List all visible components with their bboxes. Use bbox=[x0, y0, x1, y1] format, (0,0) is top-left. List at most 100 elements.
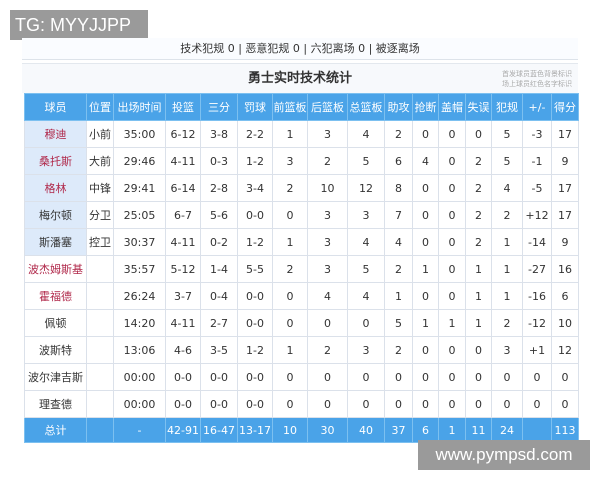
stat-cell: 0 bbox=[465, 363, 492, 391]
player-row: 格林 中锋 29:41 6-14 2-8 3-4 2 10 12 8 0 0 2 4 -5 17 bbox=[24, 174, 579, 202]
stat-cell: 4-6 bbox=[165, 336, 201, 364]
total-cell: 6 bbox=[412, 417, 439, 443]
column-header[interactable]: 总篮板 bbox=[347, 93, 385, 121]
stat-cell: 6 bbox=[384, 147, 413, 175]
column-header[interactable]: 位置 bbox=[86, 93, 114, 121]
stat-cell: 0 bbox=[438, 336, 466, 364]
column-header[interactable]: 罚球 bbox=[237, 93, 273, 121]
stat-cell: 5 bbox=[491, 120, 523, 148]
player-name[interactable]: 穆迪 bbox=[24, 120, 87, 148]
stat-cell: 00:00 bbox=[113, 363, 166, 391]
stat-cell: 0 bbox=[412, 201, 439, 229]
stat-cell: 0-0 bbox=[237, 282, 273, 310]
stat-cell bbox=[86, 363, 114, 391]
stat-cell: 0 bbox=[272, 390, 308, 418]
player-row: 波斯特 13:06 4-6 3-5 1-2 1 2 3 2 0 0 0 3 +1 12 bbox=[24, 336, 579, 364]
stat-cell: 4 bbox=[491, 174, 523, 202]
stat-cell: 0 bbox=[438, 363, 466, 391]
stat-cell: 3 bbox=[307, 201, 348, 229]
player-row: 桑托斯 大前 29:46 4-11 0-3 1-2 3 2 5 6 4 0 2 5 -1 9 bbox=[24, 147, 579, 175]
stat-cell: 0 bbox=[438, 282, 466, 310]
player-name[interactable]: 格林 bbox=[24, 174, 87, 202]
stat-cell: 0 bbox=[384, 363, 413, 391]
player-name[interactable]: 佩顿 bbox=[24, 309, 87, 337]
stat-cell: 0 bbox=[412, 120, 439, 148]
player-name[interactable]: 波尔津吉斯 bbox=[24, 363, 87, 391]
column-header[interactable]: 后篮板 bbox=[307, 93, 348, 121]
stat-cell: 10 bbox=[551, 309, 579, 337]
stat-cell: 大前 bbox=[86, 147, 114, 175]
stat-cell: 4 bbox=[347, 120, 385, 148]
column-header[interactable]: 抢断 bbox=[412, 93, 439, 121]
total-cell: 1 bbox=[438, 417, 466, 443]
legend-note: 首发球员蓝色背景标识 场上球员红色名字标识 bbox=[502, 69, 572, 89]
stat-cell: 25:05 bbox=[113, 201, 166, 229]
stat-cell: 7 bbox=[384, 201, 413, 229]
stat-cell: 5-12 bbox=[165, 255, 201, 283]
stat-cell: 17 bbox=[551, 201, 579, 229]
stat-cell: 0 bbox=[438, 228, 466, 256]
note-on-court: 场上球员红色名字标识 bbox=[502, 80, 572, 88]
stat-cell bbox=[86, 255, 114, 283]
stat-cell: 17 bbox=[551, 174, 579, 202]
stat-cell: 0 bbox=[465, 390, 492, 418]
column-header[interactable]: +/- bbox=[522, 93, 552, 121]
stat-cell: 0-2 bbox=[200, 228, 238, 256]
stat-cell: 6-12 bbox=[165, 120, 201, 148]
total-cell: 10 bbox=[272, 417, 308, 443]
column-header[interactable]: 得分 bbox=[551, 93, 579, 121]
stat-cell: 3 bbox=[272, 147, 308, 175]
stat-cell: 2 bbox=[272, 255, 308, 283]
stats-table: 球员 位置 出场时间 投篮 三分 罚球 前篮板 后篮板 总篮板 助攻 抢断 盖帽 失误 犯规 +/- 得分 穆… bbox=[24, 93, 579, 443]
player-name[interactable]: 斯潘塞 bbox=[24, 228, 87, 256]
stat-cell: 0-0 bbox=[237, 309, 273, 337]
stat-cell: 0 bbox=[438, 201, 466, 229]
stat-cell: 0 bbox=[438, 147, 466, 175]
stat-cell: 0 bbox=[307, 390, 348, 418]
player-name[interactable]: 梅尔顿 bbox=[24, 201, 87, 229]
column-header[interactable]: 投篮 bbox=[165, 93, 201, 121]
stat-cell bbox=[86, 390, 114, 418]
stat-cell: -12 bbox=[522, 309, 552, 337]
stat-cell: 35:57 bbox=[113, 255, 166, 283]
column-header[interactable]: 失误 bbox=[465, 93, 492, 121]
player-name[interactable]: 霍福德 bbox=[24, 282, 87, 310]
stat-cell: 4 bbox=[384, 228, 413, 256]
stat-cell: 5 bbox=[347, 255, 385, 283]
stat-cell: 2 bbox=[465, 201, 492, 229]
player-name[interactable]: 理查德 bbox=[24, 390, 87, 418]
stat-cell: 0 bbox=[522, 390, 552, 418]
column-header[interactable]: 三分 bbox=[200, 93, 238, 121]
column-header[interactable]: 出场时间 bbox=[113, 93, 166, 121]
player-name[interactable]: 波杰姆斯基 bbox=[24, 255, 87, 283]
stat-cell: 35:00 bbox=[113, 120, 166, 148]
stat-cell: 1 bbox=[438, 309, 466, 337]
stat-cell: 1 bbox=[272, 120, 308, 148]
stat-cell: 0-3 bbox=[200, 147, 238, 175]
stat-cell: 0 bbox=[465, 336, 492, 364]
stat-cell: 0 bbox=[384, 390, 413, 418]
watermark-bottom: www.pympsd.com bbox=[418, 440, 590, 470]
stat-cell: 1-4 bbox=[200, 255, 238, 283]
column-header[interactable]: 犯规 bbox=[491, 93, 523, 121]
stat-cell: 14:20 bbox=[113, 309, 166, 337]
column-header[interactable]: 球员 bbox=[24, 93, 87, 121]
stat-cell: +12 bbox=[522, 201, 552, 229]
stat-cell: 0-0 bbox=[165, 363, 201, 391]
stat-cell: 3 bbox=[491, 336, 523, 364]
stat-cell: 2 bbox=[465, 228, 492, 256]
column-header[interactable]: 盖帽 bbox=[438, 93, 466, 121]
stat-cell: -5 bbox=[522, 174, 552, 202]
stat-cell: 0 bbox=[491, 390, 523, 418]
column-header[interactable]: 助攻 bbox=[384, 93, 413, 121]
stat-cell: -3 bbox=[522, 120, 552, 148]
total-cell: 40 bbox=[347, 417, 385, 443]
stat-cell: 1 bbox=[465, 255, 492, 283]
player-name[interactable]: 波斯特 bbox=[24, 336, 87, 364]
stat-cell: 4-11 bbox=[165, 228, 201, 256]
stat-cell: 29:41 bbox=[113, 174, 166, 202]
player-name[interactable]: 桑托斯 bbox=[24, 147, 87, 175]
stat-cell: 0 bbox=[412, 282, 439, 310]
stat-cell: 1 bbox=[491, 228, 523, 256]
column-header[interactable]: 前篮板 bbox=[272, 93, 308, 121]
